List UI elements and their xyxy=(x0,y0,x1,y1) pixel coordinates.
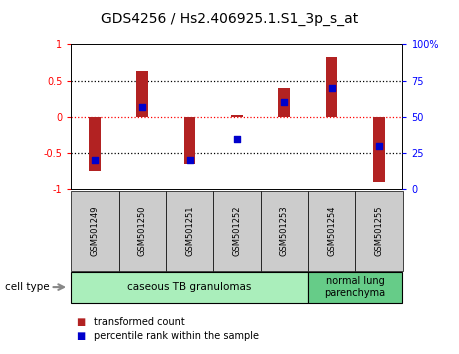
Point xyxy=(185,158,193,163)
Text: GSM501252: GSM501252 xyxy=(232,206,241,256)
Text: GDS4256 / Hs2.406925.1.S1_3p_s_at: GDS4256 / Hs2.406925.1.S1_3p_s_at xyxy=(101,12,358,27)
Text: GSM501249: GSM501249 xyxy=(90,206,99,256)
Text: ■: ■ xyxy=(76,331,85,341)
Point xyxy=(327,85,335,91)
Text: GSM501254: GSM501254 xyxy=(326,206,335,256)
Text: GSM501250: GSM501250 xyxy=(138,206,146,256)
Point xyxy=(233,136,240,142)
Bar xyxy=(325,57,337,117)
Text: caseous TB granulomas: caseous TB granulomas xyxy=(127,282,251,292)
Text: GSM501255: GSM501255 xyxy=(374,206,382,256)
Text: GSM501253: GSM501253 xyxy=(279,206,288,256)
Bar xyxy=(89,117,101,171)
Bar xyxy=(230,115,242,117)
Text: percentile rank within the sample: percentile rank within the sample xyxy=(94,331,259,341)
Point xyxy=(280,99,287,105)
Bar xyxy=(278,88,290,117)
Text: cell type: cell type xyxy=(5,282,49,292)
Bar xyxy=(183,117,195,164)
Point xyxy=(91,158,98,163)
Point xyxy=(138,104,146,109)
Point xyxy=(375,143,382,149)
Bar xyxy=(136,71,148,117)
Text: normal lung
parenchyma: normal lung parenchyma xyxy=(324,276,385,298)
Text: transformed count: transformed count xyxy=(94,317,185,327)
Text: ■: ■ xyxy=(76,317,85,327)
Text: GSM501251: GSM501251 xyxy=(185,206,194,256)
Bar xyxy=(372,117,384,182)
